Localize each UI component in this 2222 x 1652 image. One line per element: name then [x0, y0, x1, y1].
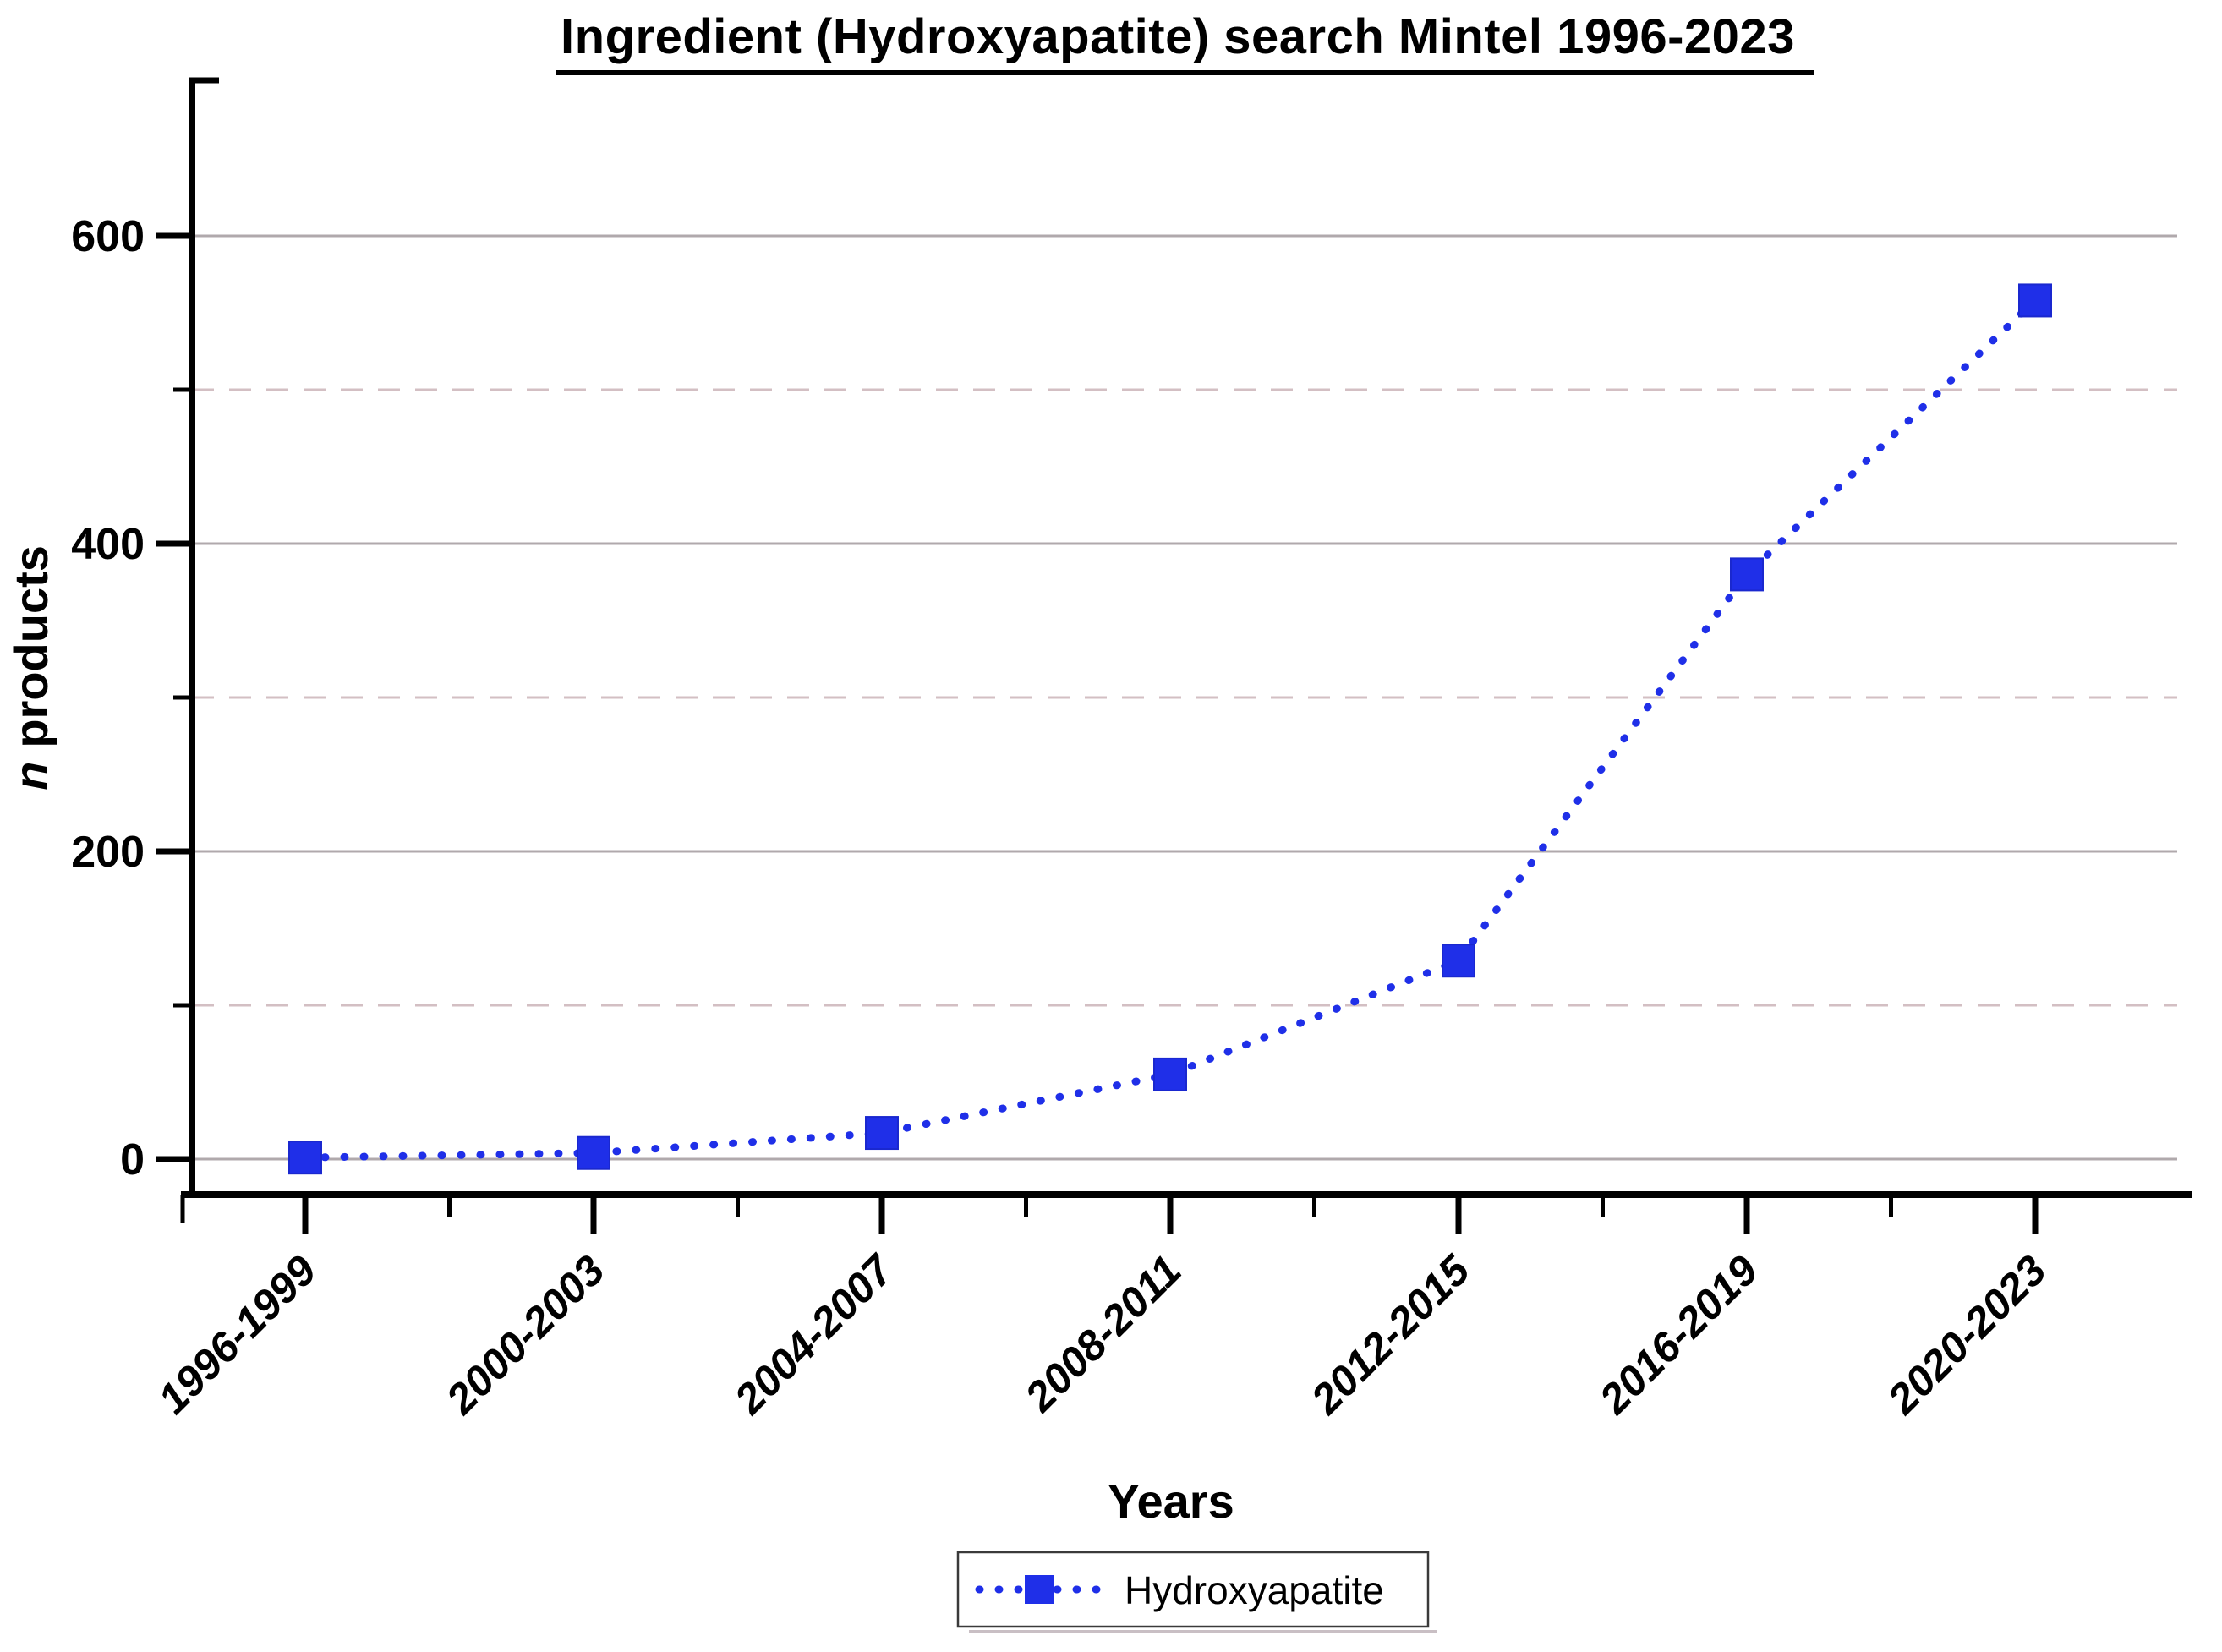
axis-ticks [156, 232, 2039, 1234]
gridlines-major [192, 234, 2177, 1161]
series-hydroxyapatite [288, 283, 2052, 1175]
y-tick-labels: 0 200 400 600 [71, 212, 145, 1184]
chart-title: Ingredient (Hydroxyapatite) search Minte… [192, 8, 2177, 75]
data-point-marker-2008-2011 [1153, 1057, 1187, 1091]
y-tick-label-200: 200 [71, 828, 145, 877]
x-tick-label-2000-2003: 2000-2003 [436, 1246, 614, 1424]
series-dotted-line [301, 296, 2039, 1162]
x-tick-label-2016-2019: 2016-2019 [1590, 1246, 1767, 1424]
data-point-marker-1996-1999 [288, 1141, 322, 1175]
y-axis-title: n products [4, 545, 57, 790]
y-axis-title-rest: products [4, 545, 57, 748]
data-point-marker-2016-2019 [1730, 557, 1764, 592]
chart-title-text: Ingredient (Hydroxyapatite) search Minte… [556, 8, 1814, 75]
data-point-marker-2020-2023 [2018, 283, 2052, 318]
data-point-marker-2012-2015 [1442, 944, 1475, 978]
y-tick-label-400: 400 [71, 520, 145, 569]
data-point-marker-2004-2007 [865, 1116, 899, 1151]
x-tick-label-1996-1999: 1996-1999 [149, 1246, 326, 1423]
x-tick-label-2020-2023: 2020-2023 [1878, 1246, 2055, 1424]
y-tick-label-0: 0 [120, 1135, 145, 1184]
x-tick-label-2004-2007: 2004-2007 [725, 1245, 903, 1424]
axes [180, 77, 2192, 1223]
y-axis-title-italic-n: n [4, 762, 57, 790]
gridlines-minor [192, 388, 2177, 1007]
x-tick-labels: 1996-1999 2000-2003 2004-2007 2008-2011 2012… [149, 1245, 2055, 1424]
x-tick-label-2008-2011: 2008-2011 [1015, 1246, 1190, 1421]
x-tick-label-2012-2015: 2012-2015 [1301, 1245, 1479, 1423]
legend-marker [1025, 1575, 1054, 1604]
data-point-marker-2000-2003 [577, 1135, 610, 1170]
legend-label: Hydroxyapatite [1125, 1568, 1384, 1612]
x-axis-title: Years [1108, 1474, 1234, 1528]
y-tick-label-600: 600 [71, 212, 145, 261]
legend: Hydroxyapatite [956, 1551, 1437, 1633]
